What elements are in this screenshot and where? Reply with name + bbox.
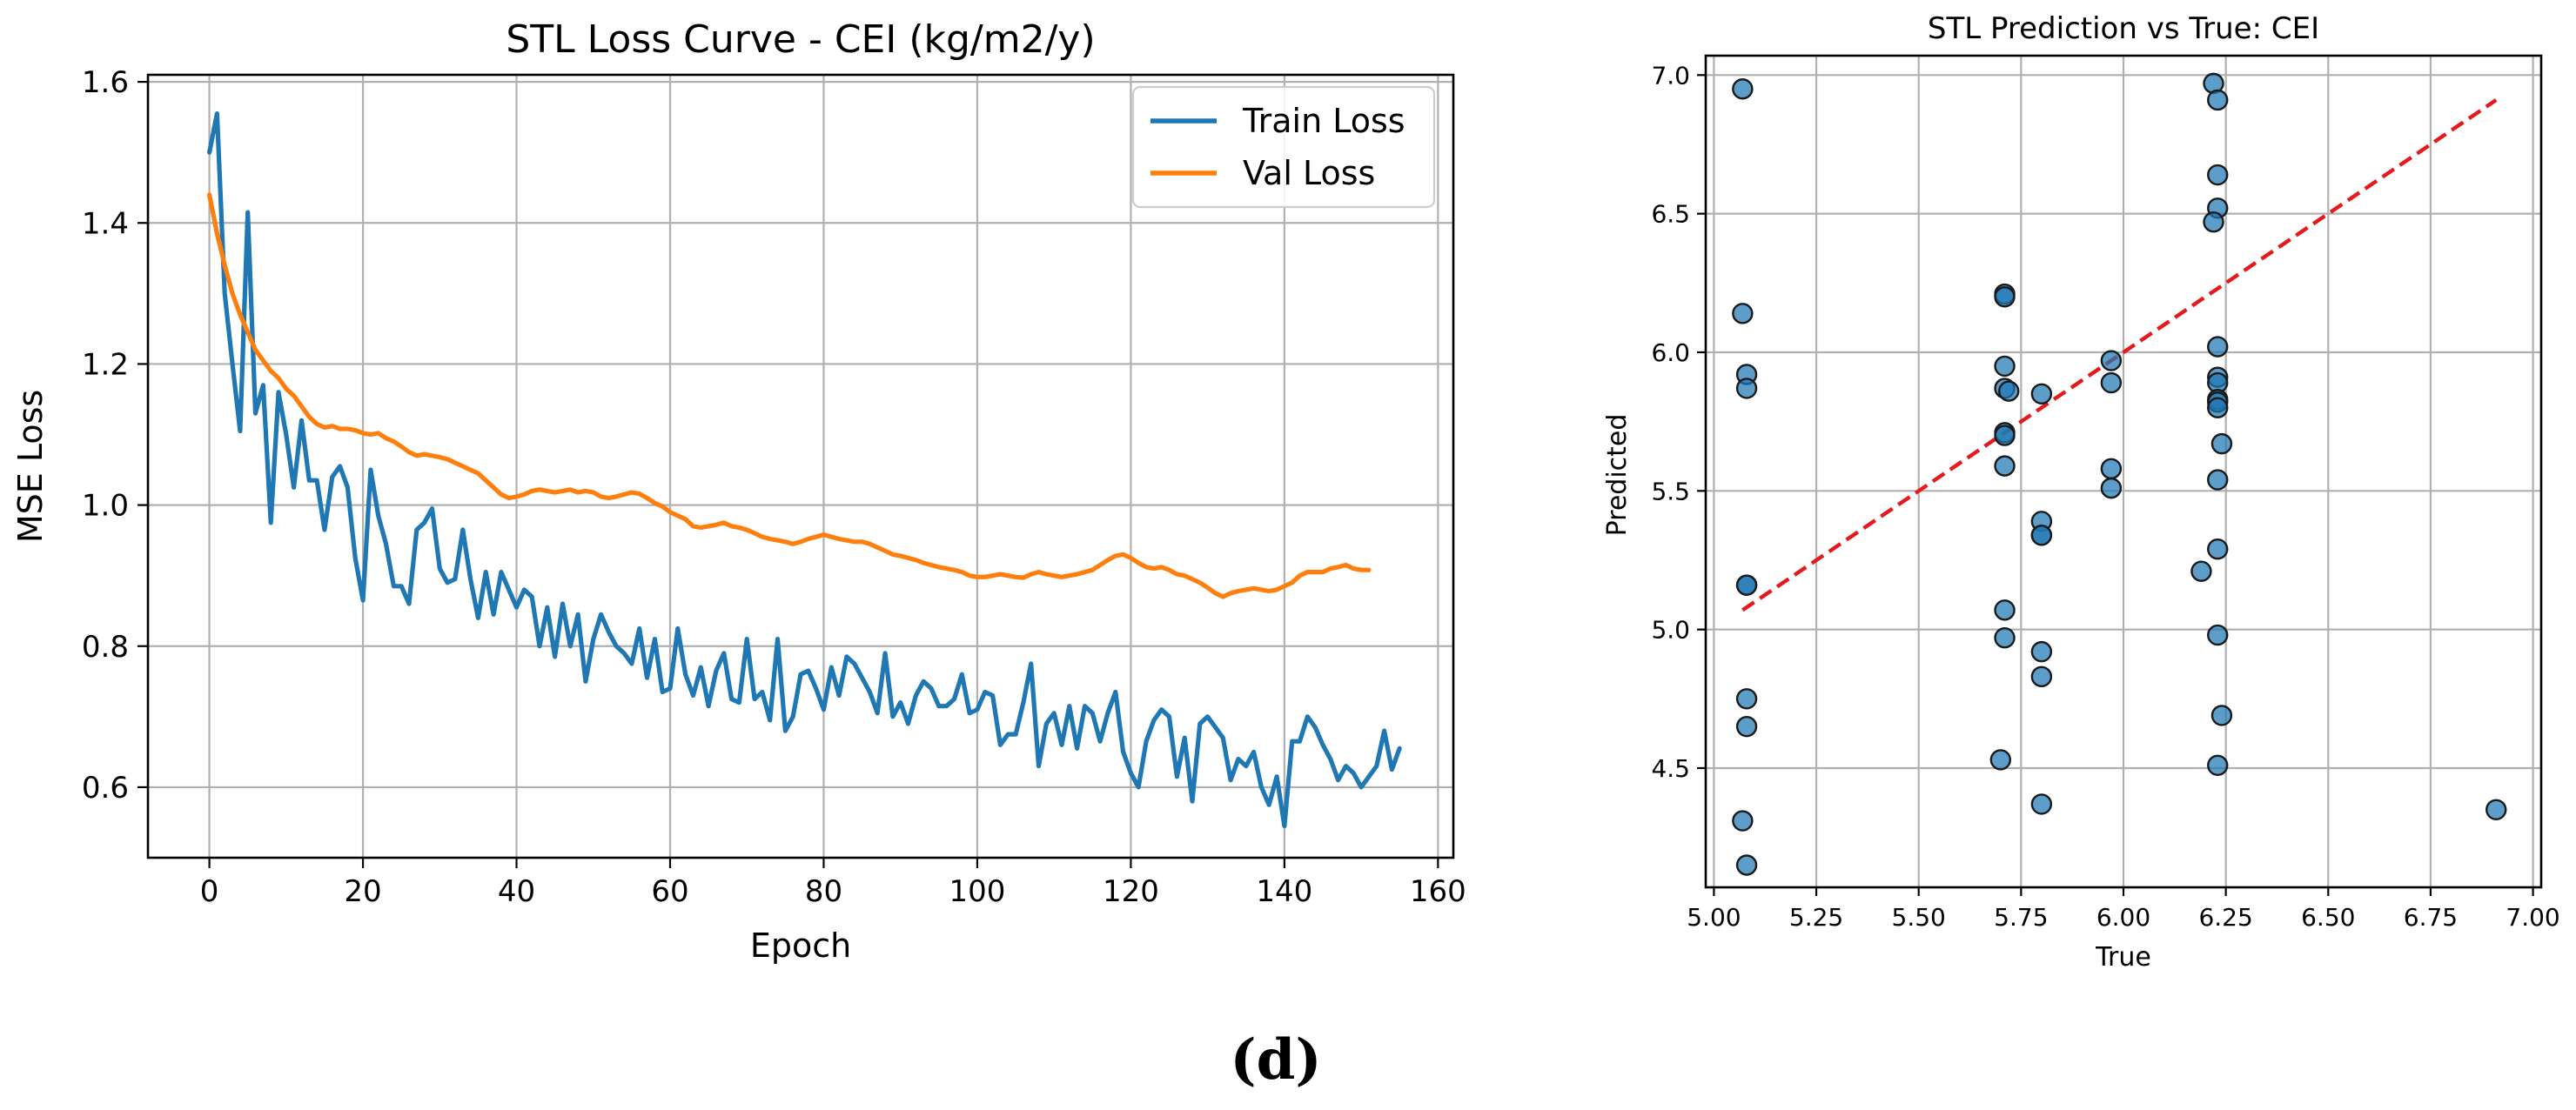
scatter-point [1994,286,2016,308]
legend-train-label: Train Loss [1242,102,1405,140]
scatter-point [1732,78,1754,100]
scatter-points-group [1732,72,2507,876]
scatter-x-tick-label: 5.75 [1994,903,2048,932]
loss-series-group [207,111,1402,829]
scatter-x-axis-label: True [2095,942,2151,973]
loss-y-tick-label: 0.6 [82,771,129,806]
scatter-y-tick-label: 6.5 [1651,200,1690,229]
loss-ticks: 0 20 40 60 80 100 120 140 160 0.6 0.8 1.0 1.2 1.4 1.6 [82,65,1466,909]
scatter-x-tick-label: 5.50 [1892,903,1946,932]
scatter-point [2030,640,2053,663]
scatter-point [2207,624,2229,646]
scatter-point [1735,715,1758,738]
scatter-point [1994,425,2016,446]
scatter-point [1735,688,1758,710]
loss-x-tick-label: 20 [344,874,381,909]
loss-x-tick-label: 0 [200,874,219,909]
scatter-point [2207,336,2229,358]
scatter-point [2207,538,2229,560]
scatter-point [2203,211,2224,233]
loss-y-axis-label: MSE Loss [11,390,50,543]
scatter-point [2100,458,2123,480]
loss-y-tick-label: 1.4 [82,206,129,241]
ideal-reference-line [1741,98,2498,612]
scatter-x-tick-label: 6.00 [2096,903,2150,932]
scatter-point [1732,810,1754,832]
scatter-point [1994,627,2016,649]
scatter-point [2030,383,2053,405]
scatter-point [1994,355,2016,378]
scatter-point [2207,397,2229,418]
loss-grid [148,75,1453,858]
scatter-reference-group [1741,98,2498,612]
scatter-x-tick-label: 6.50 [2301,903,2355,932]
scatter-point [2210,705,2233,726]
scatter-x-tick-label: 7.00 [2506,903,2559,932]
scatter-y-tick-label: 6.0 [1651,338,1690,367]
scatter-point [1732,303,1754,324]
scatter-point [1998,380,2020,402]
scatter-ticks: 5.00 5.25 5.50 5.75 6.00 6.25 6.50 6.75 7.00 4.5 5… [1651,61,2559,932]
loss-legend: Train Loss Val Loss [1131,85,1436,209]
loss-x-tick-label: 80 [805,874,842,909]
loss-chart-title: STL Loss Curve - CEI (kg/m2/y) [506,17,1095,62]
legend-box [1131,85,1436,209]
scatter-x-tick-label: 6.25 [2198,903,2252,932]
scatter-x-tick-label: 5.00 [1687,903,1741,932]
scatter-point [2485,799,2507,820]
scatter-point [2190,560,2212,582]
scatter-point [2100,371,2123,394]
loss-plot-frame [146,73,1455,859]
figure-label: (d) [1230,1027,1321,1093]
scatter-point [2100,477,2123,499]
scatter-y-tick-label: 4.5 [1651,754,1690,783]
scatter-y-tick-label: 5.5 [1651,477,1690,505]
loss-x-tick-label: 40 [498,874,535,909]
scatter-point [2030,665,2053,688]
scatter-point [1735,378,1758,399]
scatter-point [2030,793,2053,815]
scatter-point [2207,164,2229,186]
scatter-point [2030,525,2053,546]
train-loss-line [207,111,1402,829]
scatter-x-tick-label: 5.25 [1789,903,1843,932]
scatter-point [2210,432,2233,455]
loss-x-tick-label: 120 [1103,874,1159,909]
scatter-point [1735,854,1758,876]
loss-y-tick-label: 1.0 [82,489,129,524]
scatter-grid [1706,56,2541,887]
scatter-point [1994,455,2016,477]
scatter-point [2100,350,2123,371]
loss-x-tick-label: 140 [1256,874,1312,909]
scatter-point [2207,469,2229,491]
legend-val-label: Val Loss [1243,154,1375,192]
scatter-chart-title: STL Prediction vs True: CEI [1928,11,2319,46]
loss-x-tick-label: 100 [949,874,1005,909]
scatter-point [1994,599,2016,621]
scatter-y-tick-label: 7.0 [1651,61,1690,90]
scatter-point [1735,574,1758,596]
loss-curve-chart: 0 20 40 60 80 100 120 140 1600.60.81.01.21.41.6 … [11,17,1466,965]
loss-y-tick-label: 0.8 [82,630,129,665]
scatter-point [1989,749,2012,771]
val-loss-line [207,192,1372,599]
scatter-y-axis-label: Predicted [1602,414,1633,537]
loss-x-tick-label: 160 [1410,874,1466,909]
loss-x-tick-label: 60 [651,874,688,909]
scatter-point [2207,754,2229,776]
loss-x-axis-label: Epoch [750,926,851,965]
loss-y-tick-label: 1.6 [82,65,129,100]
scatter-x-tick-label: 6.75 [2404,903,2458,932]
scatter-y-tick-label: 5.0 [1651,616,1690,645]
scatter-point [2207,89,2229,111]
loss-y-tick-label: 1.2 [82,347,129,382]
prediction-scatter-chart: 5.00 5.25 5.50 5.75 6.00 6.25 6.50 6.75 7.00 4.5 5… [1602,11,2560,973]
